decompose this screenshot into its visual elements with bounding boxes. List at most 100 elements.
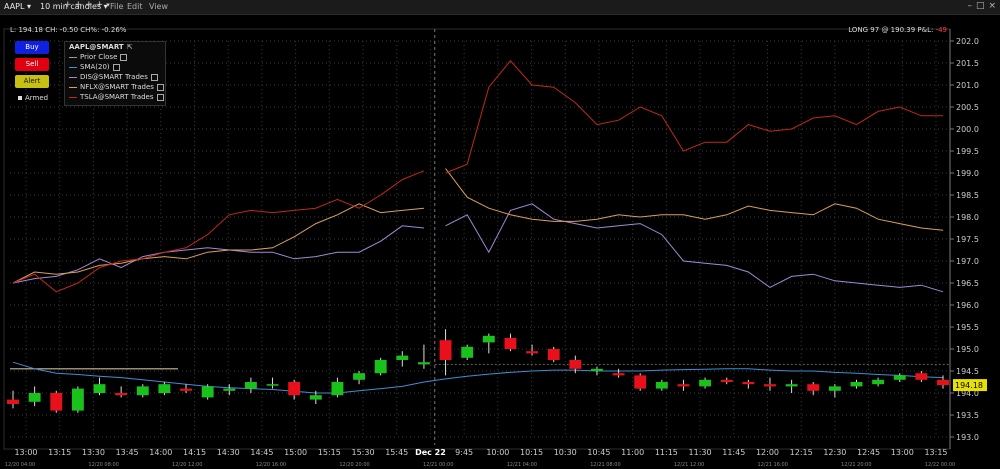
date-label: 12/21 00:00 — [423, 462, 453, 468]
checkbox-icon[interactable] — [112, 63, 120, 71]
candle — [872, 377, 885, 387]
x-tick-label: 14:15 — [183, 448, 206, 457]
candles — [7, 329, 949, 413]
maximize-icon[interactable]: □ — [975, 1, 985, 11]
legend-title: AAPL@SMART ⇱ — [69, 43, 133, 52]
armed-label: Armed — [25, 94, 49, 102]
checkbox-icon[interactable] — [120, 53, 128, 61]
study-legend: AAPL@SMART ⇱ Prior Close SMA(20) DIS@SMAR… — [64, 41, 166, 106]
candle-body — [937, 379, 949, 386]
x-tick-label: 12:30 — [823, 448, 846, 457]
candle-body — [201, 386, 214, 398]
legend-item[interactable]: NFLX@SMART Trades — [69, 83, 164, 92]
crosshair-icon[interactable]: + — [64, 0, 75, 10]
x-tick-label: Dec 22 — [415, 448, 446, 457]
candle — [634, 373, 647, 391]
candle — [396, 351, 409, 367]
date-label: 12/20 16:00 — [256, 462, 286, 468]
legend-item[interactable]: DIS@SMART Trades — [69, 73, 158, 82]
checkbox-icon[interactable] — [156, 83, 164, 91]
x-tick-label: 10:15 — [520, 448, 543, 457]
toolbar: AAPL ▾ 10 min candles ▾ File Edit View +… — [0, 0, 1000, 15]
drawing-tools: ++++▾ — [64, 0, 113, 10]
y-tick-label: 200.5 — [956, 103, 979, 112]
candle — [331, 377, 344, 398]
swatch-icon — [69, 86, 77, 88]
armed-toggle[interactable]: Armed — [18, 94, 48, 102]
candle — [504, 333, 517, 352]
x-tick-label: 14:00 — [149, 448, 172, 457]
tsla-smart-tradesline — [445, 60, 943, 174]
candle — [807, 382, 820, 396]
armed-checkbox-icon — [18, 96, 22, 100]
candle — [655, 379, 668, 391]
y-axis: 193.0 193.5 194.0 194.5 195.0 195.5 196.0 196.5… — [949, 29, 979, 449]
x-tick-label: 13:30 — [82, 448, 105, 457]
price-chart[interactable]: 193.0 193.5 194.0 194.5 195.0 195.5 196.0 196.5… — [0, 15, 1000, 469]
move-icon[interactable]: + — [85, 0, 96, 10]
y-tick-label: 199.0 — [956, 169, 979, 178]
x-tick-label: 15:00 — [284, 448, 307, 457]
tsla-smart-tradesline — [12, 170, 425, 293]
date-label: 12/20 08:00 — [88, 462, 118, 468]
x-tick-label: 13:00 — [14, 448, 37, 457]
menu-item-view[interactable]: View — [149, 2, 168, 11]
symbol-selector[interactable]: AAPL ▾ — [4, 2, 31, 12]
menu-item-edit[interactable]: Edit — [127, 2, 143, 11]
checkbox-icon[interactable] — [150, 73, 158, 81]
x-tick-label: 14:45 — [250, 448, 273, 457]
menu-item-file[interactable]: File — [110, 2, 124, 11]
last-price-tag: 194.18 — [953, 379, 987, 392]
x-tick-label: 14:30 — [217, 448, 240, 457]
legend-item[interactable]: TSLA@SMART Trades — [69, 93, 164, 102]
candle — [71, 386, 84, 413]
y-tick-label: 195.5 — [956, 323, 979, 332]
x-tick-label: 13:15 — [48, 448, 71, 457]
candle — [266, 377, 279, 389]
x-axis: 13:00 13:15 13:30 13:45 14:00 14:15 14:30 14:45… — [5, 448, 955, 468]
x-tick-label: 15:30 — [352, 448, 375, 457]
candle — [417, 344, 430, 369]
y-tick-label: 194.5 — [956, 367, 979, 376]
candle — [7, 390, 19, 409]
candle-body — [677, 384, 690, 387]
legend-item[interactable]: Prior Close — [69, 53, 128, 62]
candle — [180, 384, 192, 393]
chevron-down-icon: ▾ — [103, 2, 108, 11]
candle — [482, 333, 495, 354]
x-tick-label: 9:45 — [455, 448, 473, 457]
timeframe-selector[interactable]: 10 min candles ▾ — [40, 2, 108, 12]
minimize-icon[interactable]: – — [967, 1, 972, 11]
x-tick-label: 13:45 — [116, 448, 139, 457]
zoom-icon[interactable]: + — [74, 0, 86, 10]
expand-icon[interactable]: ⇱ — [126, 43, 133, 51]
candle — [785, 379, 798, 393]
prior-close-line — [10, 363, 950, 370]
candle-body — [331, 382, 344, 396]
close-icon[interactable]: × — [988, 1, 996, 11]
candle — [309, 390, 322, 404]
y-tick-label: 193.0 — [956, 433, 979, 442]
candle-body — [807, 384, 820, 391]
candle-body — [309, 395, 322, 400]
settings-chevron-icon[interactable]: ▾ — [106, 1, 113, 9]
legend-item[interactable]: SMA(20) — [69, 63, 120, 72]
x-tick-label: 15:45 — [385, 448, 408, 457]
checkbox-icon[interactable] — [156, 93, 164, 101]
sell-button[interactable]: Sell — [15, 58, 49, 71]
candle — [828, 384, 841, 398]
alert-button[interactable]: Alert — [15, 75, 49, 88]
candle — [461, 344, 474, 360]
candle-body — [504, 338, 517, 349]
x-tick-label: 11:00 — [621, 448, 644, 457]
candle — [244, 377, 257, 393]
buy-button[interactable]: Buy — [15, 41, 49, 54]
swatch-icon — [69, 56, 77, 58]
pan-icon[interactable]: + — [95, 0, 107, 10]
x-tick-label: 10:45 — [587, 448, 610, 457]
x-tick-label: 12:00 — [756, 448, 779, 457]
candle — [720, 377, 733, 385]
candle-body — [742, 382, 755, 385]
candle-body — [764, 384, 776, 387]
candle — [374, 357, 387, 376]
